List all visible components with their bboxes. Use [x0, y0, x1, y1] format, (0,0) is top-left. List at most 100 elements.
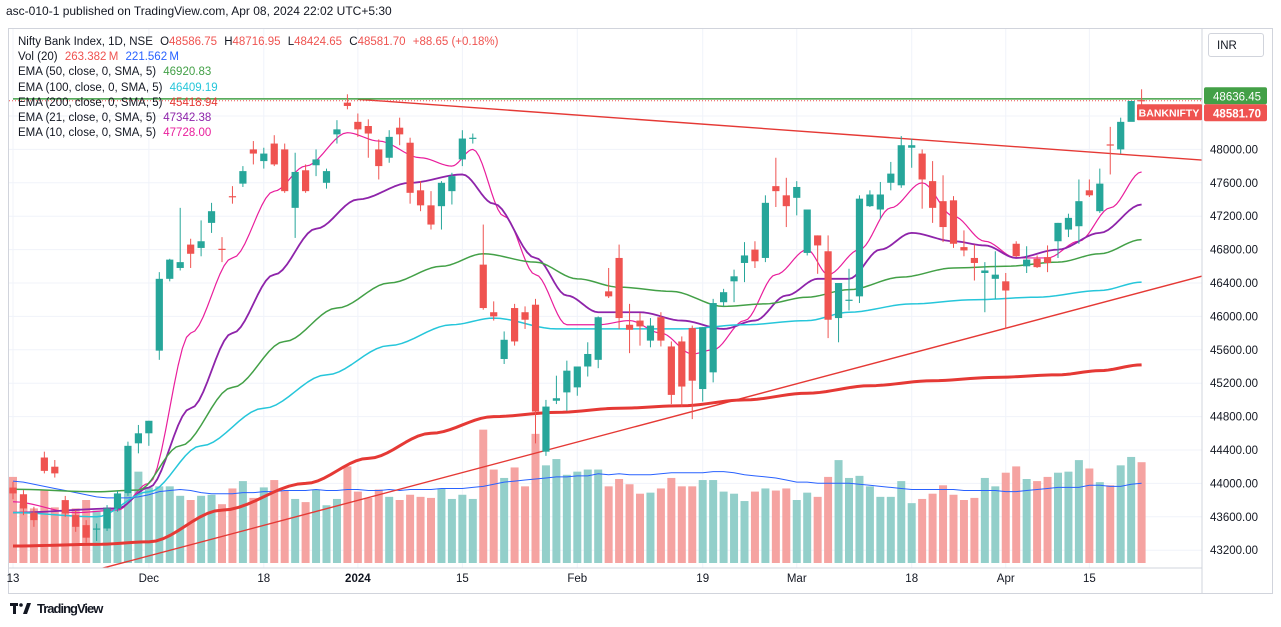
- candle[interactable]: [897, 136, 905, 188]
- candle[interactable]: [803, 209, 811, 256]
- symbol-title[interactable]: Nifty Bank Index, 1D, NSE: [18, 36, 153, 48]
- candle[interactable]: [814, 235, 822, 274]
- currency-selector[interactable]: INR: [1208, 33, 1264, 57]
- candle[interactable]: [949, 196, 958, 248]
- legend-ema-21[interactable]: EMA (21, close, 0, SMA, 5) 47342.38: [18, 111, 498, 126]
- legend-volume-row[interactable]: Vol (20) 263.382 M 221.562 M: [18, 50, 498, 65]
- candle[interactable]: [646, 318, 655, 348]
- candle[interactable]: [437, 181, 446, 230]
- candle[interactable]: [970, 244, 978, 281]
- candle[interactable]: [134, 424, 142, 454]
- candle[interactable]: [124, 441, 132, 496]
- candle[interactable]: [929, 161, 937, 223]
- candle[interactable]: [1096, 168, 1104, 213]
- candle[interactable]: [688, 325, 696, 420]
- candle[interactable]: [260, 147, 268, 169]
- candle[interactable]: [333, 120, 341, 144]
- candle[interactable]: [197, 220, 205, 257]
- candle[interactable]: [887, 161, 895, 191]
- candle[interactable]: [270, 135, 278, 167]
- candle[interactable]: [1117, 117, 1125, 154]
- candle[interactable]: [82, 520, 90, 543]
- candle[interactable]: [511, 303, 519, 346]
- candle[interactable]: [782, 177, 790, 228]
- candle[interactable]: [375, 139, 383, 180]
- candle[interactable]: [187, 238, 195, 268]
- candle[interactable]: [908, 138, 916, 168]
- candle[interactable]: [834, 283, 843, 343]
- candle[interactable]: [228, 186, 237, 204]
- candle[interactable]: [364, 119, 372, 158]
- candle[interactable]: [657, 312, 665, 347]
- candle[interactable]: [678, 336, 686, 407]
- candle[interactable]: [636, 313, 644, 346]
- candle[interactable]: [563, 360, 571, 411]
- candle[interactable]: [176, 207, 184, 271]
- candle[interactable]: [740, 242, 749, 283]
- candle[interactable]: [918, 149, 926, 209]
- legend-ema-10[interactable]: EMA (10, close, 0, SMA, 5) 47728.00: [18, 126, 498, 141]
- candle[interactable]: [166, 258, 174, 282]
- candle[interactable]: [1012, 241, 1020, 258]
- candle[interactable]: [30, 506, 38, 527]
- candle[interactable]: [61, 495, 69, 517]
- candle[interactable]: [1106, 126, 1114, 175]
- candle[interactable]: [207, 202, 216, 233]
- candle[interactable]: [542, 399, 550, 456]
- candle[interactable]: [720, 288, 728, 307]
- candle[interactable]: [751, 241, 759, 268]
- candle[interactable]: [113, 490, 122, 512]
- candle[interactable]: [1085, 179, 1093, 197]
- candle[interactable]: [845, 268, 853, 311]
- candle[interactable]: [1033, 255, 1041, 268]
- candle[interactable]: [281, 143, 289, 193]
- candle[interactable]: [709, 298, 717, 383]
- candle[interactable]: [761, 195, 769, 263]
- legend-ema-200[interactable]: EMA (200, close, 0, SMA, 5) 45418.94: [18, 96, 498, 111]
- candle[interactable]: [573, 366, 581, 396]
- candle[interactable]: [699, 327, 707, 402]
- candle[interactable]: [155, 272, 163, 360]
- candle[interactable]: [793, 181, 801, 216]
- candle[interactable]: [594, 316, 602, 369]
- candle[interactable]: [876, 181, 884, 219]
- candle[interactable]: [1075, 179, 1083, 244]
- candle[interactable]: [322, 168, 331, 189]
- trendline-descending-resistance[interactable]: [357, 98, 1204, 161]
- candle[interactable]: [772, 157, 780, 208]
- candle[interactable]: [991, 251, 999, 299]
- candle[interactable]: [343, 94, 351, 110]
- legend-ema-100[interactable]: EMA (100, close, 0, SMA, 5) 46409.19: [18, 81, 498, 96]
- candle[interactable]: [1054, 222, 1062, 258]
- candle[interactable]: [19, 490, 28, 516]
- candle[interactable]: [291, 152, 299, 238]
- candle[interactable]: [730, 269, 738, 303]
- candle[interactable]: [939, 175, 947, 243]
- candle[interactable]: [354, 113, 362, 137]
- candle[interactable]: [385, 130, 393, 163]
- candle[interactable]: [93, 523, 101, 542]
- candle[interactable]: [249, 141, 257, 165]
- candle[interactable]: [302, 164, 310, 193]
- candle[interactable]: [521, 306, 529, 329]
- candle[interactable]: [866, 190, 874, 208]
- candle[interactable]: [615, 244, 623, 329]
- footer-brand[interactable]: TradingView: [10, 601, 103, 616]
- candle[interactable]: [531, 298, 540, 444]
- candle[interactable]: [625, 303, 634, 354]
- candle[interactable]: [824, 235, 832, 339]
- candle[interactable]: [490, 301, 498, 321]
- candle[interactable]: [1127, 100, 1135, 122]
- candle[interactable]: [855, 195, 864, 304]
- candle[interactable]: [40, 451, 48, 474]
- candle[interactable]: [1023, 246, 1031, 273]
- plot-area[interactable]: [9, 29, 1204, 592]
- candle[interactable]: [960, 230, 968, 257]
- candle[interactable]: [981, 262, 989, 313]
- candle[interactable]: [458, 130, 466, 167]
- candle[interactable]: [500, 331, 508, 364]
- candle[interactable]: [51, 460, 59, 478]
- candle[interactable]: [667, 341, 675, 405]
- candle[interactable]: [416, 181, 425, 212]
- candle[interactable]: [103, 505, 111, 531]
